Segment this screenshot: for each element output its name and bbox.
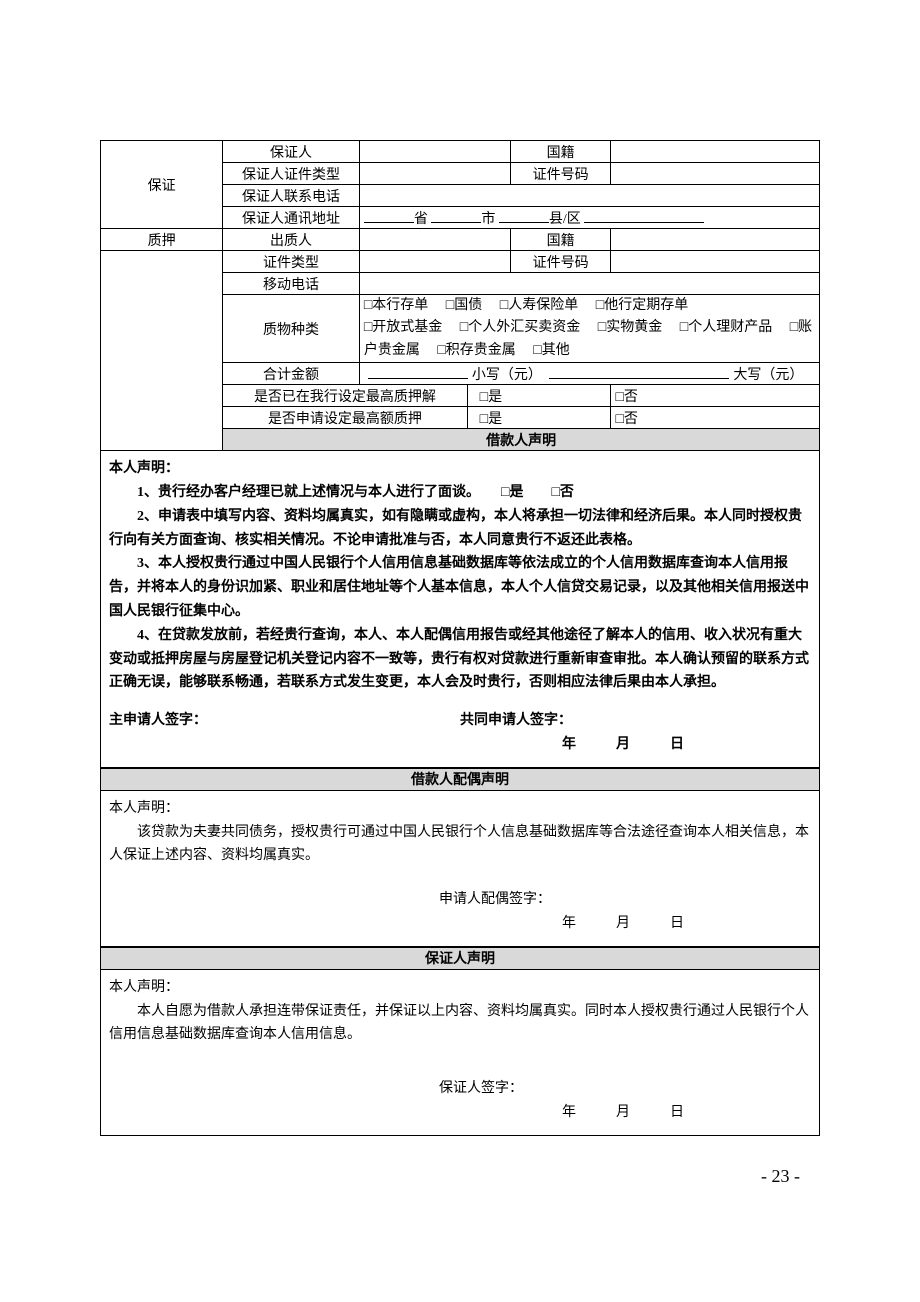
amount-small-label: 小写（元） <box>472 368 542 383</box>
total-label: 合计金额 <box>223 363 360 385</box>
spouse-head: 本人声明： <box>109 797 811 821</box>
q2-no[interactable]: □否 <box>611 407 819 429</box>
borrower-p4: 4、在贷款发放前，若经贵行查询，本人、本人配偶信用报告或经其他途径了解本人的信用… <box>109 624 811 695</box>
spouse-sig[interactable]: 申请人配偶签字： <box>109 888 811 912</box>
borrower-decl-header: 借款人声明 <box>223 429 820 451</box>
guarantor-decl-body: 本人声明： 本人自愿为借款人承担连带保证责任，并保证以上内容、资料均属真实。同时… <box>100 970 820 1136</box>
borrower-date[interactable]: 年 月 日 <box>109 733 811 757</box>
guarantor-body: 本人自愿为借款人承担连带保证责任，并保证以上内容、资料均属真实。同时本人授权贵行… <box>109 1000 811 1048</box>
addr-county: 县/区 <box>549 212 581 227</box>
q2-label: 是否申请设定最高额质押 <box>223 407 467 429</box>
guarantor-nat-label: 国籍 <box>510 141 611 163</box>
amount-big-label: 大写（元） <box>733 368 803 383</box>
borrower-p3: 3、本人授权贵行通过中国人民银行个人信用信息基础数据库等依法成立的个人信用数据库… <box>109 552 811 623</box>
opt-bond[interactable]: □国债 <box>446 298 482 313</box>
borrower-head: 本人声明： <box>109 457 811 481</box>
borrower-decl-body: 本人声明： 1、贵行经办客户经理已就上述情况与本人进行了面谈。 □是 □否 2、… <box>100 451 820 768</box>
spouse-decl-body: 本人声明： 该贷款为夫妻共同债务，授权贵行可通过中国人民银行个人信息基础数据库等… <box>100 791 820 947</box>
guarantor-head: 本人声明： <box>109 976 811 1000</box>
guarantor-sig[interactable]: 保证人签字： <box>109 1077 811 1101</box>
q1-label: 是否已在我行设定最高质押解 <box>223 385 467 407</box>
pledge-idtype-label: 证件类型 <box>223 251 360 273</box>
co-applicant-sig[interactable]: 共同申请人签字： <box>460 709 811 733</box>
pledge-rowlabel: 质押 <box>101 229 223 251</box>
opt-gold[interactable]: □实物黄金 <box>598 320 662 335</box>
pledgor-value[interactable] <box>359 229 510 251</box>
spouse-decl-header: 借款人配偶声明 <box>101 768 820 790</box>
q1-no[interactable]: □否 <box>611 385 819 407</box>
guarantor-header-table: 保证人声明 <box>100 947 820 970</box>
guarantor-idtype-value[interactable] <box>359 163 510 185</box>
opt-other-cd[interactable]: □他行定期存单 <box>596 298 688 313</box>
page-number: - 23 - <box>100 1166 820 1187</box>
guarantor-idno-value[interactable] <box>611 163 819 185</box>
opt-save-metal[interactable]: □积存贵金属 <box>437 343 515 358</box>
guarantor-date[interactable]: 年 月 日 <box>109 1101 811 1125</box>
guarantor-nat-value[interactable] <box>611 141 819 163</box>
guarantor-phone-label: 保证人联系电话 <box>223 185 360 207</box>
q2-yes[interactable]: □是 <box>467 407 611 429</box>
pledge-type-options[interactable]: □本行存单 □国债 □人寿保险单 □他行定期存单 □开放式基金 □个人外汇买卖资… <box>359 295 819 363</box>
addr-province: 省 <box>414 212 428 227</box>
guarantor-value[interactable] <box>359 141 510 163</box>
spouse-date[interactable]: 年 月 日 <box>109 912 811 936</box>
spouse-header-table: 借款人配偶声明 <box>100 768 820 791</box>
addr-city: 市 <box>481 212 495 227</box>
q1-no-text: □否 <box>615 390 637 405</box>
pledge-type-label: 质物种类 <box>223 295 360 363</box>
borrower-p2: 2、申请表中填写内容、资料均属真实，如有隐瞒或虚构，本人将承担一切法律和经济后果… <box>109 505 811 553</box>
opt-fund[interactable]: □开放式基金 <box>364 320 442 335</box>
pledgor-label: 出质人 <box>223 229 360 251</box>
opt-wealth[interactable]: □个人理财产品 <box>680 320 772 335</box>
guarantor-label: 保证人 <box>223 141 360 163</box>
guarantor-decl-header: 保证人声明 <box>101 947 820 969</box>
opt-bank-cd[interactable]: □本行存单 <box>364 298 428 313</box>
pledgor-nat-value[interactable] <box>611 229 819 251</box>
guarantor-addr-value[interactable]: 省 市 县/区 <box>359 207 819 229</box>
borrower-p1: 1、贵行经办客户经理已就上述情况与本人进行了面谈。 □是 □否 <box>109 481 811 505</box>
q1-yes-text: □是 <box>480 390 502 405</box>
guarantor-phone-value[interactable] <box>359 185 819 207</box>
opt-insurance[interactable]: □人寿保险单 <box>500 298 578 313</box>
q1-yes[interactable]: □是 <box>467 385 611 407</box>
pledge-idtype-value[interactable] <box>359 251 510 273</box>
pledgor-nat-label: 国籍 <box>510 229 611 251</box>
guarantor-idno-label: 证件号码 <box>510 163 611 185</box>
guarantor-idtype-label: 保证人证件类型 <box>223 163 360 185</box>
spouse-body: 该贷款为夫妻共同债务，授权贵行可通过中国人民银行个人信息基础数据库等合法途径查询… <box>109 821 811 869</box>
opt-fx[interactable]: □个人外汇买卖资金 <box>460 320 580 335</box>
pledge-mobile-value[interactable] <box>359 273 819 295</box>
pledge-idno-value[interactable] <box>611 251 819 273</box>
pledge-span <box>101 251 223 451</box>
guarantee-rowlabel: 保证 <box>101 141 223 229</box>
pledge-idno-label: 证件号码 <box>510 251 611 273</box>
q2-no-text: □否 <box>615 412 637 427</box>
opt-other[interactable]: □其他 <box>533 343 569 358</box>
q2-yes-text: □是 <box>480 412 502 427</box>
main-applicant-sig[interactable]: 主申请人签字： <box>109 709 460 733</box>
guarantor-addr-label: 保证人通讯地址 <box>223 207 360 229</box>
total-value[interactable]: 小写（元） 大写（元） <box>359 363 819 385</box>
form-table: 保证 保证人 国籍 保证人证件类型 证件号码 保证人联系电话 保证人通讯地址 省… <box>100 140 820 451</box>
pledge-mobile-label: 移动电话 <box>223 273 360 295</box>
